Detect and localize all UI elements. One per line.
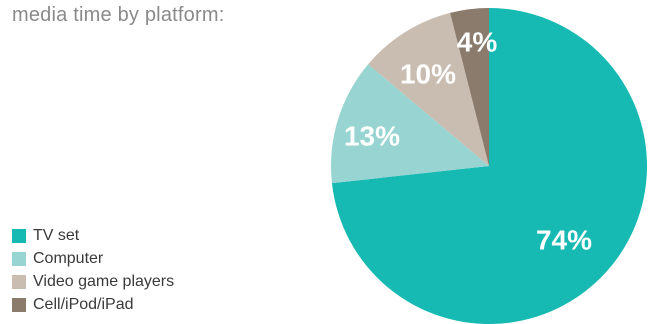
- chart-legend: TV set Computer Video game players Cell/…: [12, 224, 174, 316]
- pie-slice-label: 74%: [536, 224, 592, 255]
- pie-slice-computer: [331, 64, 489, 184]
- legend-label: Computer: [33, 249, 104, 267]
- chart-title: media time by platform:: [12, 4, 225, 26]
- pie-slice-video-game-players: [368, 12, 489, 166]
- legend-swatch: [12, 251, 26, 266]
- legend-swatch: [12, 274, 26, 289]
- pie-slice-label: 13%: [344, 120, 400, 151]
- pie-slice-label: 4%: [457, 26, 498, 57]
- legend-label: Cell/iPod/iPad: [33, 295, 134, 313]
- pie-slice-label: 10%: [400, 58, 456, 89]
- pie-slice-cell-ipod-ipad: [450, 8, 489, 166]
- legend-swatch: [12, 297, 26, 312]
- legend-item-tv-set: TV set: [12, 224, 174, 247]
- pie-slice-tv-set: [331, 8, 648, 324]
- legend-item-video-game-players: Video game players: [12, 270, 174, 293]
- pie-labels: 74% 13%10%4%: [344, 26, 592, 255]
- legend-item-computer: Computer: [12, 247, 174, 270]
- legend-item-cell-ipod-ipad: Cell/iPod/iPad: [12, 293, 174, 316]
- legend-label: Video game players: [33, 272, 175, 290]
- legend-label: TV set: [33, 226, 80, 244]
- pie-slices: [331, 8, 648, 324]
- legend-swatch: [12, 228, 26, 243]
